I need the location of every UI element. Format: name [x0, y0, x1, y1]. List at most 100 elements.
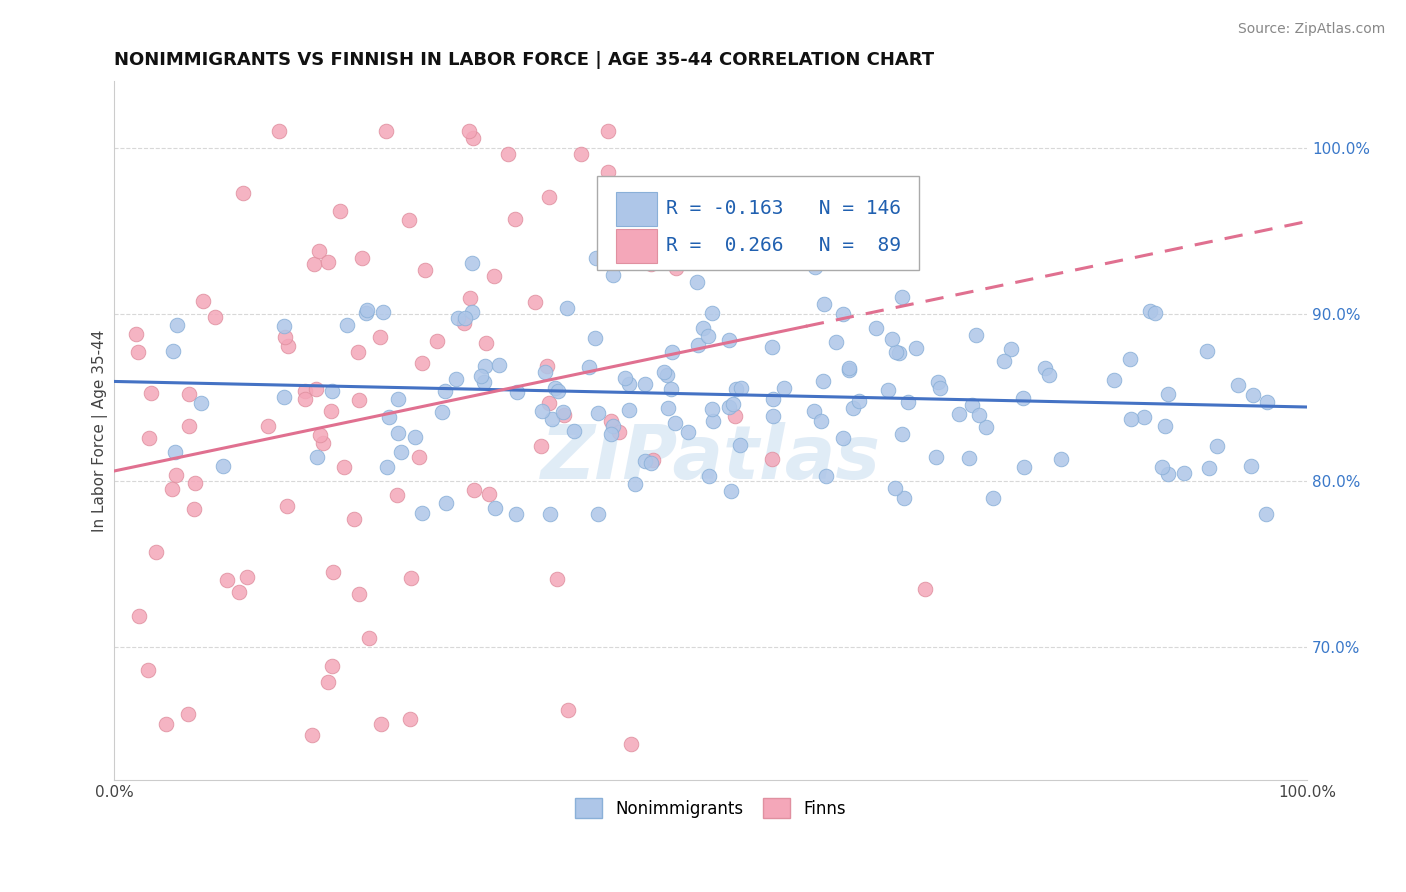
Point [893, 491, 915, 505]
Point [343, 512, 366, 526]
Point [583, 330, 606, 344]
FancyBboxPatch shape [598, 176, 920, 270]
Point [370, 330, 392, 344]
Point [661, 345, 683, 359]
Point [371, 304, 394, 318]
Point [569, 147, 592, 161]
Point [1012, 460, 1035, 475]
Point [724, 409, 747, 424]
Point [897, 395, 920, 409]
Point [294, 392, 316, 407]
Point [125, 326, 148, 341]
Point [447, 310, 470, 325]
Point [478, 487, 501, 501]
Point [273, 319, 295, 334]
Point [474, 359, 496, 374]
Point [316, 255, 339, 269]
Point [598, 124, 620, 138]
Point [697, 328, 720, 343]
Point [458, 291, 481, 305]
Point [347, 345, 370, 359]
Text: NONIMMIGRANTS VS FINNISH IN LABOR FORCE | AGE 35-44 CORRELATION CHART: NONIMMIGRANTS VS FINNISH IN LABOR FORCE … [114, 51, 934, 69]
Point [640, 456, 662, 470]
Point [620, 737, 643, 751]
Point [190, 396, 212, 410]
Point [356, 303, 378, 318]
Point [356, 306, 378, 320]
Point [1206, 438, 1229, 452]
Point [191, 294, 214, 309]
Point [470, 368, 492, 383]
Point [659, 382, 682, 396]
Point [387, 392, 409, 407]
Point [212, 459, 235, 474]
Point [257, 418, 280, 433]
Point [547, 384, 569, 399]
Point [553, 404, 575, 418]
Point [204, 310, 226, 324]
Point [1256, 395, 1278, 409]
Point [488, 359, 510, 373]
Point [928, 381, 950, 395]
Point [177, 706, 200, 721]
Point [165, 467, 187, 482]
Point [607, 425, 630, 439]
Point [803, 260, 825, 275]
Point [475, 336, 498, 351]
Point [557, 703, 579, 717]
Point [761, 452, 783, 467]
Point [640, 256, 662, 270]
Point [460, 304, 482, 318]
Point [730, 380, 752, 394]
Point [883, 481, 905, 495]
Point [145, 545, 167, 559]
Point [665, 260, 688, 275]
Point [848, 394, 870, 409]
Point [277, 339, 299, 353]
Point [692, 320, 714, 334]
Point [738, 228, 761, 243]
Point [877, 383, 900, 397]
Point [599, 414, 621, 428]
Point [1033, 361, 1056, 376]
FancyBboxPatch shape [616, 229, 657, 263]
Point [506, 384, 529, 399]
Point [1102, 373, 1125, 387]
Text: R =  0.266   N =  89: R = 0.266 N = 89 [666, 236, 901, 255]
Point [613, 371, 636, 385]
Point [453, 316, 475, 330]
Point [686, 337, 709, 351]
Point [179, 419, 201, 434]
Point [772, 381, 794, 395]
Point [825, 335, 848, 350]
Point [723, 397, 745, 411]
Point [301, 728, 323, 742]
Point [702, 414, 724, 428]
Point [321, 659, 343, 673]
Point [304, 382, 326, 396]
Point [1240, 458, 1263, 473]
Point [1139, 303, 1161, 318]
Point [1118, 351, 1140, 366]
Point [333, 459, 356, 474]
Point [162, 482, 184, 496]
Point [578, 359, 600, 374]
Point [914, 582, 936, 596]
Point [1050, 452, 1073, 467]
Legend: Nonimmigrants, Finns: Nonimmigrants, Finns [568, 792, 852, 824]
Point [503, 212, 526, 227]
Point [948, 407, 970, 421]
Point [411, 506, 433, 520]
Point [304, 256, 326, 270]
Point [463, 483, 485, 497]
Point [413, 263, 436, 277]
Text: Source: ZipAtlas.com: Source: ZipAtlas.com [1237, 22, 1385, 37]
Point [378, 409, 401, 424]
Point [273, 391, 295, 405]
Point [357, 631, 380, 645]
Point [138, 431, 160, 445]
Point [634, 376, 657, 391]
Point [927, 376, 949, 390]
Point [555, 301, 578, 316]
Point [228, 585, 250, 599]
